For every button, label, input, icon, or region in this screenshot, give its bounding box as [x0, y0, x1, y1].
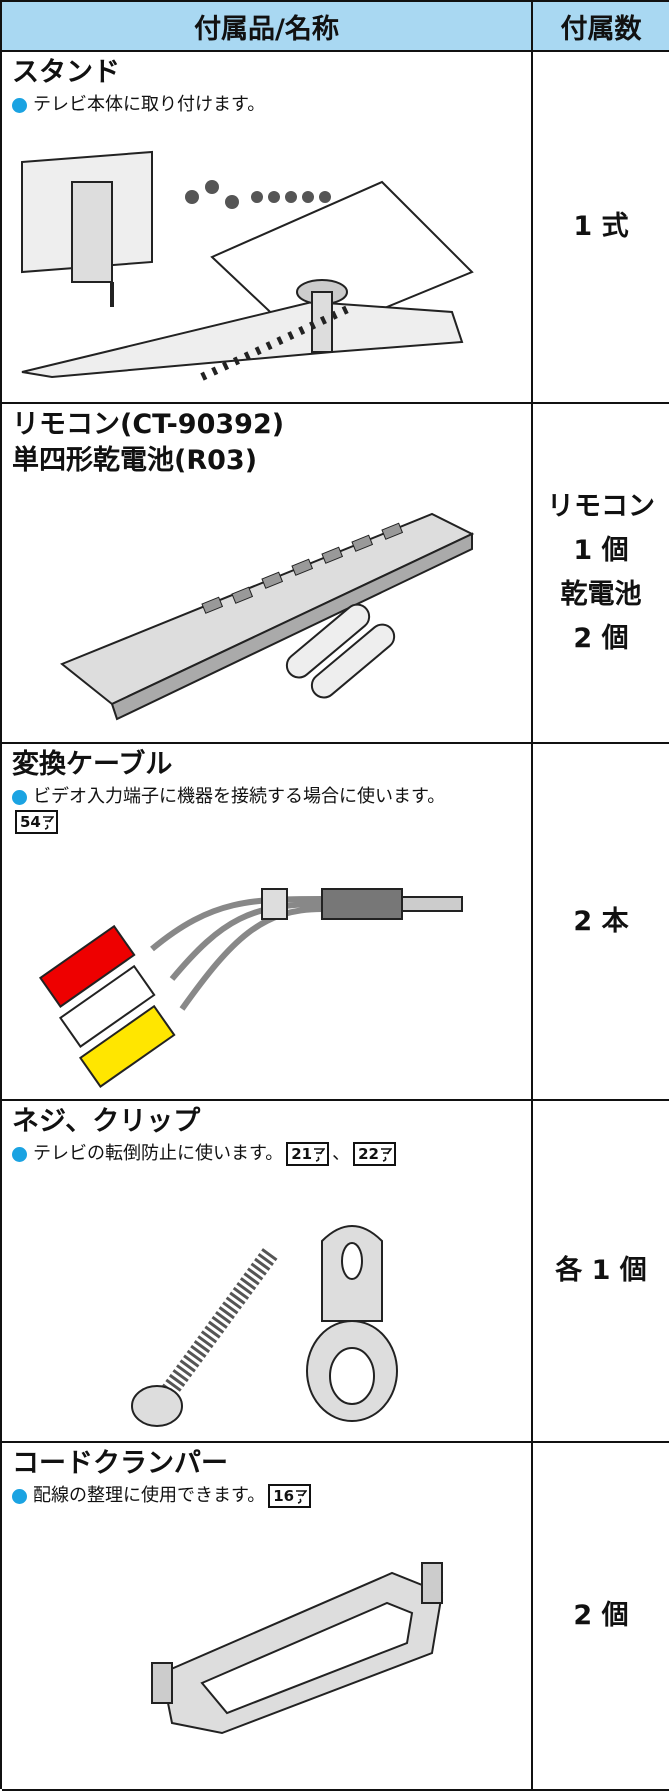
item-names: 変換ケーブル — [2, 744, 531, 780]
item-cell: コードクランパー 配線の整理に使用できます。 16 — [2, 1443, 533, 1789]
header-cell: 付属数 — [533, 2, 669, 52]
note-text: ビデオ入力端子に機器を接続する場合に使います。 — [33, 786, 446, 807]
header-cell: 付属品/名称 — [2, 2, 533, 52]
item-name: コードクランパー — [12, 1448, 228, 1479]
remote-illustration — [60, 512, 475, 721]
quantity: 2 本 — [573, 905, 629, 937]
screw-clip-illustration — [131, 1225, 398, 1427]
quantity: 乾電池 — [560, 579, 642, 610]
table-row: スタンド テレビ本体に取り付けます。 1 式 — [2, 52, 669, 404]
table-row: 変換ケーブル ビデオ入力端子に機器を接続する場合に使います。 54 2 本 — [2, 744, 669, 1101]
bullet — [12, 1488, 27, 1504]
item-note: 配線の整理に使用できます。 16 — [2, 1479, 531, 1509]
page-ref: 21 — [286, 1142, 330, 1166]
bullet — [12, 97, 27, 113]
table-row: ネジ、クリップ テレビの転倒防止に使います。 21 、 22 各 1 個 — [2, 1101, 669, 1443]
ref-separator: 、 — [332, 1143, 351, 1164]
note-text: テレビの転倒防止に使います。 — [33, 1143, 284, 1164]
quantity: リモコン — [547, 491, 655, 522]
item-name: 単四形乾電池(R03) — [12, 445, 258, 476]
item-name: ネジ、クリップ — [12, 1106, 201, 1137]
note-text: 配線の整理に使用できます。 — [33, 1485, 266, 1506]
page-mark — [42, 816, 54, 830]
quantity: 各 1 個 — [555, 1255, 647, 1286]
item-names: ネジ、クリップ — [2, 1101, 531, 1137]
page-ref-number: 16 — [273, 1487, 295, 1505]
page-ref: 16 — [268, 1484, 312, 1508]
page-ref-number: 21 — [291, 1145, 313, 1163]
stand-illustration — [21, 150, 474, 381]
page-ref: 22 — [353, 1142, 396, 1166]
quantity-cell: 2 個 — [533, 1443, 669, 1789]
page-ref-number: 22 — [358, 1145, 379, 1163]
page-mark — [314, 1148, 326, 1162]
item-name: 変換ケーブル — [12, 749, 173, 780]
item-cell: スタンド テレビ本体に取り付けます。 — [2, 52, 533, 402]
page-ref: 54 — [15, 810, 58, 834]
item-names: コードクランパー — [2, 1443, 531, 1479]
page-ref-number: 54 — [20, 813, 41, 831]
page-mark — [380, 1148, 392, 1162]
item-name: リモコン(CT-90392) — [12, 409, 285, 440]
cable-illustration — [38, 888, 463, 1088]
page-mark — [296, 1490, 308, 1504]
clamper-illustration — [151, 1562, 444, 1735]
item-names: スタンド — [2, 52, 531, 88]
item-cell: ネジ、クリップ テレビの転倒防止に使います。 21 、 22 — [2, 1101, 533, 1441]
table-row: コードクランパー 配線の整理に使用できます。 16 2 個 — [2, 1443, 669, 1791]
item-note: テレビ本体に取り付けます。 — [2, 88, 531, 118]
quantity: 1 式 — [573, 211, 629, 242]
item-names: リモコン(CT-90392) 単四形乾電池(R03) — [2, 404, 531, 476]
quantity-cell: 2 本 — [533, 744, 669, 1099]
item-cell: リモコン(CT-90392) 単四形乾電池(R03) — [2, 404, 533, 742]
quantity: 2 個 — [573, 1600, 629, 1631]
quantity: 1 個 — [573, 535, 629, 566]
item-name: スタンド — [12, 57, 120, 88]
table-row: リモコン(CT-90392) 単四形乾電池(R03) リモコン 1 個乾電池 2 個 — [2, 404, 669, 744]
bullet — [12, 1146, 27, 1162]
bullet — [12, 789, 27, 805]
quantity-cell: 各 1 個 — [533, 1101, 669, 1441]
item-note: ビデオ入力端子に機器を接続する場合に使います。 54 — [2, 780, 531, 834]
item-note: テレビの転倒防止に使います。 21 、 22 — [2, 1137, 531, 1167]
quantity-cell: 1 式 — [533, 52, 669, 402]
quantity: 2 個 — [573, 623, 629, 654]
note-text: テレビ本体に取り付けます。 — [33, 94, 266, 115]
quantity-cell: リモコン 1 個乾電池 2 個 — [533, 404, 669, 742]
item-cell: 変換ケーブル ビデオ入力端子に機器を接続する場合に使います。 54 — [2, 744, 533, 1099]
